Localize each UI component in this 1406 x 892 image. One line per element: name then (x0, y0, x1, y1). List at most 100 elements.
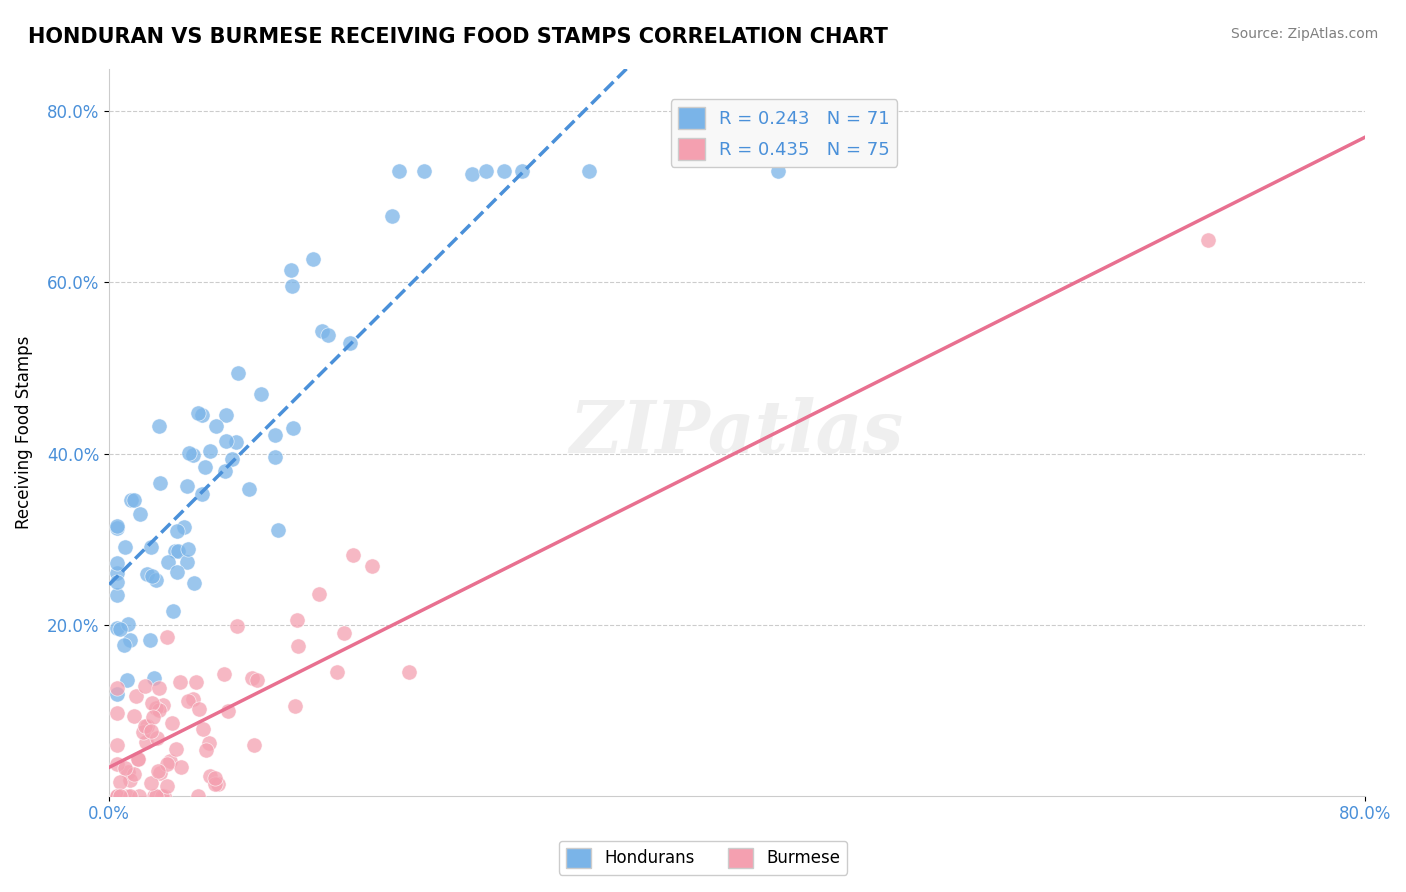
Point (240, 671, 263, 685)
Point (146, 764, 169, 778)
Point (388, 164, 411, 178)
Point (105, 588, 128, 602)
Point (162, 604, 184, 618)
Point (125, 689, 148, 703)
Point (308, 587, 330, 601)
Point (122, 708, 145, 723)
Point (475, 164, 498, 178)
Point (184, 674, 207, 689)
Point (316, 327, 339, 342)
Point (105, 789, 128, 803)
Point (226, 366, 249, 380)
Point (302, 252, 325, 266)
Point (398, 665, 420, 679)
Point (494, 164, 516, 178)
Point (149, 475, 172, 490)
Point (221, 452, 243, 467)
Point (150, 789, 173, 803)
Point (198, 769, 221, 783)
Point (195, 742, 218, 756)
Point (510, 164, 533, 178)
Point (141, 724, 163, 739)
Point (225, 619, 247, 633)
Point (141, 696, 163, 710)
Point (117, 673, 139, 687)
Point (127, 751, 149, 765)
Point (263, 428, 285, 442)
Point (250, 386, 273, 401)
Point (766, 164, 789, 178)
Point (139, 775, 162, 789)
Point (114, 761, 136, 775)
Point (339, 336, 361, 351)
Point (105, 681, 128, 695)
Text: HONDURAN VS BURMESE RECEIVING FOOD STAMPS CORRELATION CHART: HONDURAN VS BURMESE RECEIVING FOOD STAMP… (28, 27, 889, 46)
Point (120, 492, 142, 507)
Point (280, 263, 302, 277)
Point (156, 630, 179, 644)
Point (163, 543, 186, 558)
Point (284, 698, 307, 713)
Text: Source: ZipAtlas.com: Source: ZipAtlas.com (1230, 27, 1378, 41)
Point (191, 722, 214, 736)
Point (169, 675, 191, 690)
Point (160, 716, 183, 731)
Point (342, 548, 364, 562)
Point (142, 710, 165, 724)
Point (281, 279, 304, 293)
Point (148, 703, 170, 717)
Point (1197, 233, 1219, 247)
Point (148, 681, 170, 695)
Point (112, 638, 135, 652)
Point (145, 701, 167, 715)
Point (118, 773, 141, 788)
Point (156, 779, 179, 793)
Point (246, 673, 269, 687)
Point (214, 464, 236, 478)
Point (105, 687, 128, 701)
Point (142, 671, 165, 685)
Point (165, 742, 187, 756)
Point (413, 164, 436, 178)
Point (124, 767, 146, 781)
Point (333, 626, 356, 640)
Legend: R = 0.243   N = 71, R = 0.435   N = 75: R = 0.243 N = 71, R = 0.435 N = 75 (671, 99, 897, 167)
Point (134, 718, 156, 732)
Point (139, 540, 162, 554)
Point (105, 621, 128, 635)
Point (179, 446, 201, 460)
Point (183, 576, 205, 591)
Point (173, 520, 195, 534)
Point (105, 518, 128, 533)
Point (281, 421, 304, 435)
Point (181, 692, 204, 706)
Point (181, 448, 204, 462)
Text: ZIPatlas: ZIPatlas (569, 397, 904, 467)
Point (198, 444, 221, 458)
Point (176, 555, 198, 569)
Point (287, 639, 309, 653)
Point (191, 408, 214, 422)
Point (177, 541, 200, 556)
Point (135, 735, 157, 749)
Point (105, 556, 128, 570)
Point (215, 408, 238, 422)
Point (136, 566, 159, 581)
Point (176, 479, 198, 493)
Point (135, 719, 157, 733)
Point (190, 486, 212, 500)
Point (120, 789, 142, 803)
Point (225, 434, 247, 449)
Point (264, 450, 287, 465)
Point (217, 704, 239, 718)
Point (117, 617, 139, 632)
Point (134, 679, 156, 693)
Point (105, 521, 128, 535)
Point (207, 777, 229, 791)
Point (156, 757, 179, 772)
Point (105, 566, 128, 580)
Point (212, 667, 235, 681)
Point (187, 406, 209, 420)
Point (204, 772, 226, 786)
Point (198, 736, 221, 750)
